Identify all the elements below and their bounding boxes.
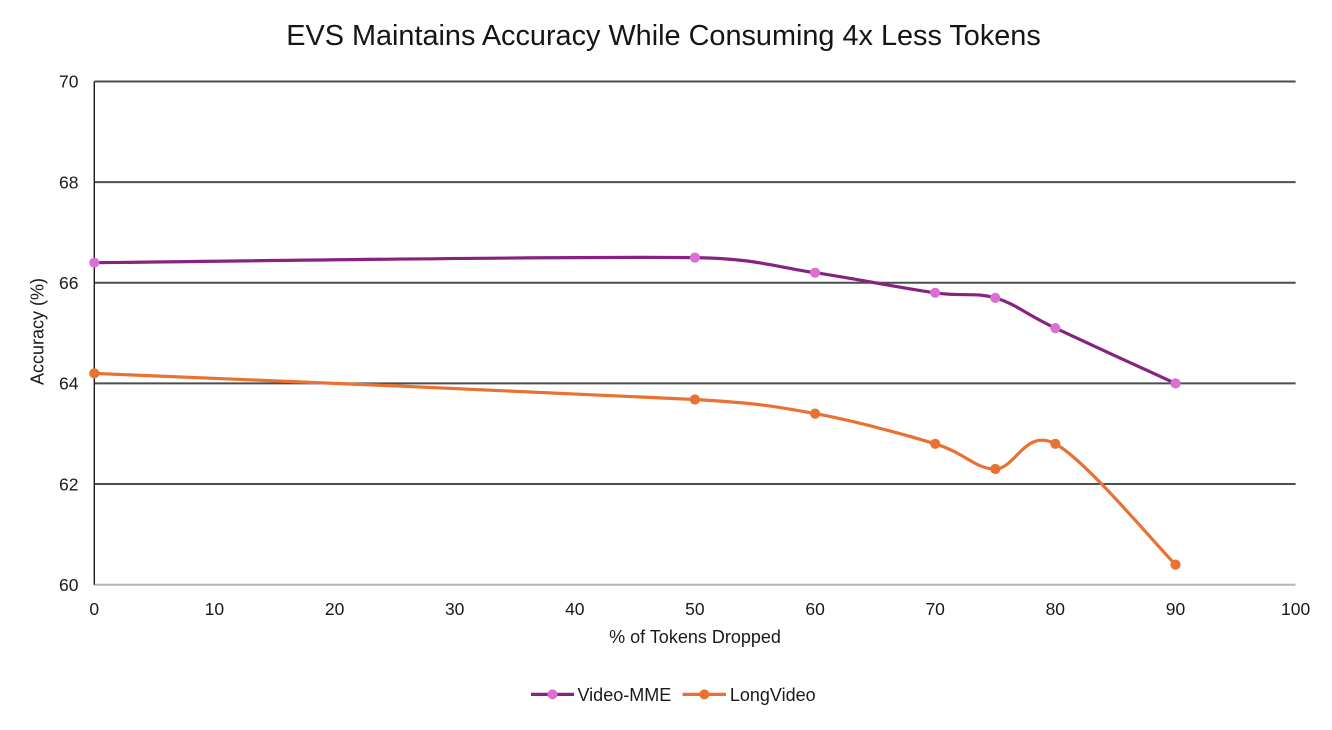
svg-text:40: 40 [565, 599, 585, 619]
svg-text:70: 70 [925, 599, 945, 619]
svg-text:EVS Maintains Accuracy While C: EVS Maintains Accuracy While Consuming 4… [286, 20, 1041, 52]
svg-text:68: 68 [59, 172, 78, 192]
svg-text:60: 60 [59, 575, 79, 595]
svg-text:66: 66 [59, 273, 78, 293]
svg-text:Accuracy (%): Accuracy (%) [28, 278, 48, 385]
svg-text:100: 100 [1281, 599, 1310, 619]
svg-text:90: 90 [1166, 599, 1186, 619]
svg-text:LongVideo: LongVideo [730, 685, 816, 705]
svg-text:70: 70 [59, 72, 79, 92]
svg-text:% of Tokens Dropped: % of Tokens Dropped [609, 627, 781, 647]
svg-text:64: 64 [59, 374, 79, 394]
svg-text:62: 62 [59, 474, 78, 494]
svg-text:Video-MME: Video-MME [578, 685, 672, 705]
svg-text:60: 60 [805, 599, 825, 619]
svg-text:10: 10 [205, 599, 225, 619]
svg-text:50: 50 [685, 599, 705, 619]
svg-text:30: 30 [445, 599, 465, 619]
svg-text:80: 80 [1046, 599, 1066, 619]
svg-text:0: 0 [89, 599, 99, 619]
svg-text:20: 20 [325, 599, 345, 619]
